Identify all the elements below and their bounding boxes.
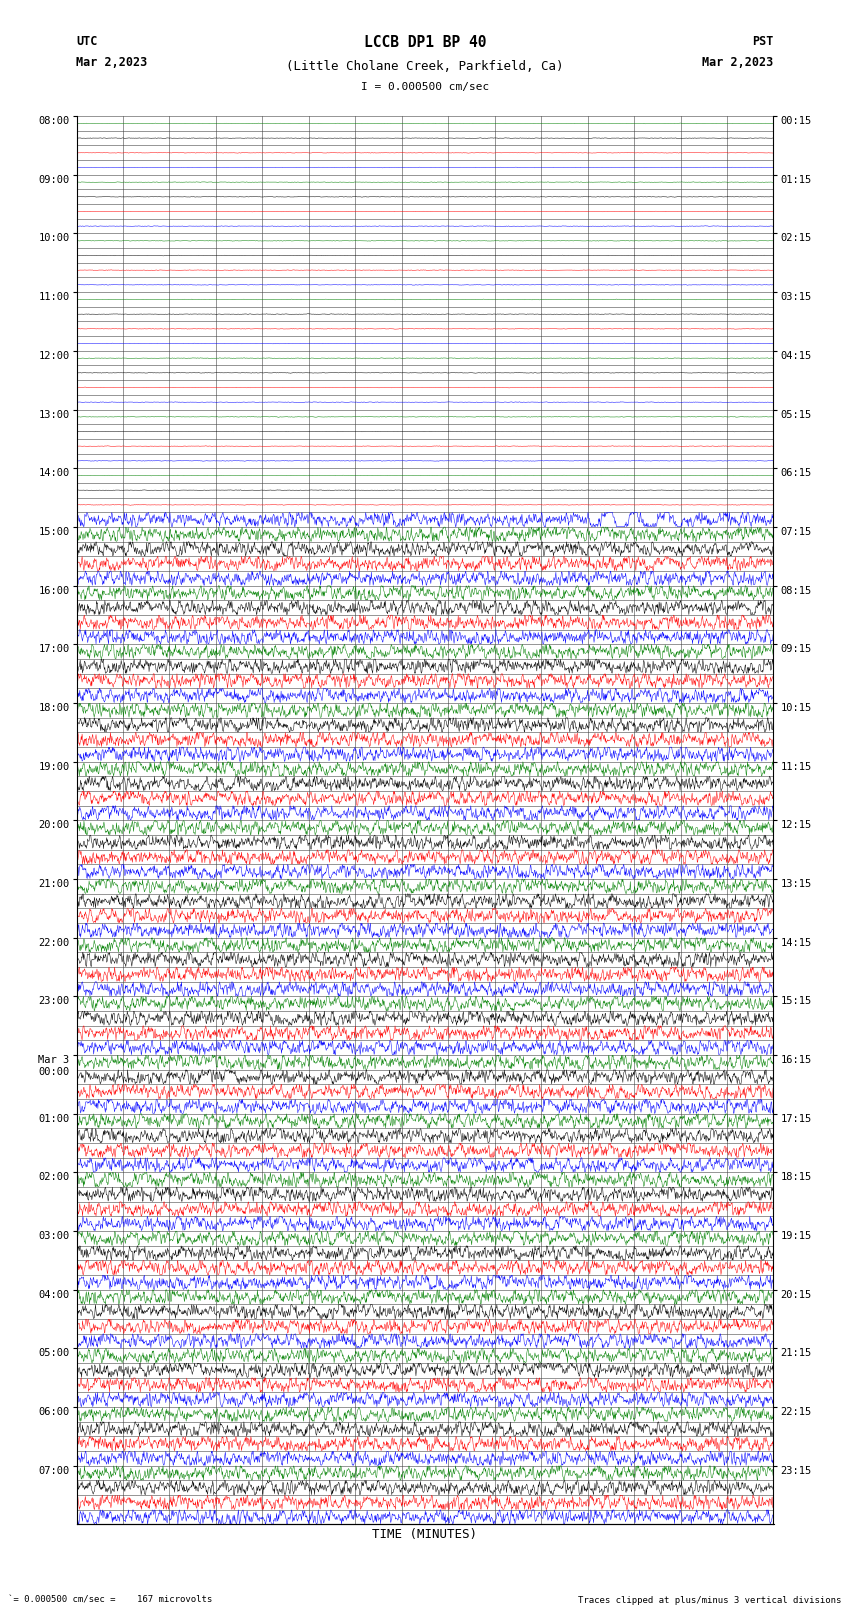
Text: PST: PST (752, 35, 774, 48)
Text: UTC: UTC (76, 35, 98, 48)
Text: LCCB DP1 BP 40: LCCB DP1 BP 40 (364, 35, 486, 50)
Text: Traces clipped at plus/minus 3 vertical divisions: Traces clipped at plus/minus 3 vertical … (578, 1595, 842, 1605)
Text: `= 0.000500 cm/sec =    167 microvolts: `= 0.000500 cm/sec = 167 microvolts (8, 1595, 212, 1605)
Text: (Little Cholane Creek, Parkfield, Ca): (Little Cholane Creek, Parkfield, Ca) (286, 60, 564, 73)
X-axis label: TIME (MINUTES): TIME (MINUTES) (372, 1529, 478, 1542)
Text: Mar 2,2023: Mar 2,2023 (76, 56, 148, 69)
Text: Mar 2,2023: Mar 2,2023 (702, 56, 774, 69)
Text: I = 0.000500 cm/sec: I = 0.000500 cm/sec (361, 82, 489, 92)
